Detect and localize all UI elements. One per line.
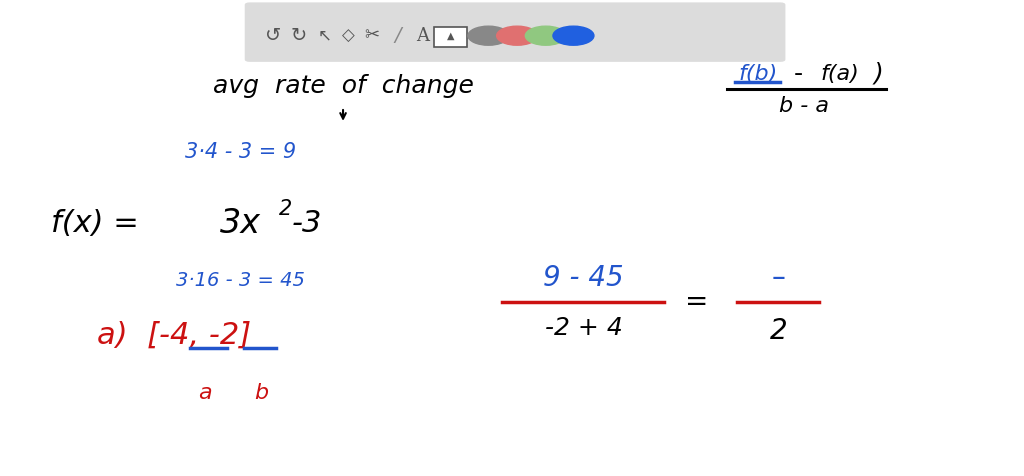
FancyBboxPatch shape [434,27,467,47]
Text: f(b): f(b) [738,64,777,84]
Text: A: A [417,27,429,45]
Circle shape [525,26,566,45]
Text: ↻: ↻ [291,26,307,45]
Circle shape [553,26,594,45]
Text: -: - [795,62,803,86]
Text: 3x: 3x [220,207,261,240]
Text: a)  [-4, -2]: a) [-4, -2] [97,321,252,350]
Text: ▲: ▲ [446,30,455,41]
Text: f(x) =: f(x) = [51,209,148,238]
Text: 3·4 - 3 = 9: 3·4 - 3 = 9 [185,142,296,162]
Circle shape [497,26,538,45]
Text: b - a: b - a [779,96,828,116]
Text: -3: -3 [292,209,323,238]
Text: 2: 2 [279,199,292,219]
Circle shape [468,26,509,45]
Text: avg  rate  of  change: avg rate of change [213,74,473,98]
Text: /: / [394,26,400,45]
Text: 3·16 - 3 = 45: 3·16 - 3 = 45 [176,271,305,290]
FancyBboxPatch shape [245,2,785,62]
Text: ◇: ◇ [342,27,354,45]
Text: 9 - 45: 9 - 45 [544,265,624,292]
Text: –: – [771,265,785,292]
Text: a: a [198,383,212,403]
Text: b: b [254,383,268,403]
Text: 2: 2 [769,317,787,345]
Text: ✂: ✂ [365,27,379,45]
Text: ↺: ↺ [265,26,282,45]
Text: f(a): f(a) [820,64,859,84]
Text: =: = [685,288,708,316]
Text: ↖: ↖ [317,27,332,45]
Text: ): ) [873,62,884,86]
Text: -2 + 4: -2 + 4 [545,317,623,340]
